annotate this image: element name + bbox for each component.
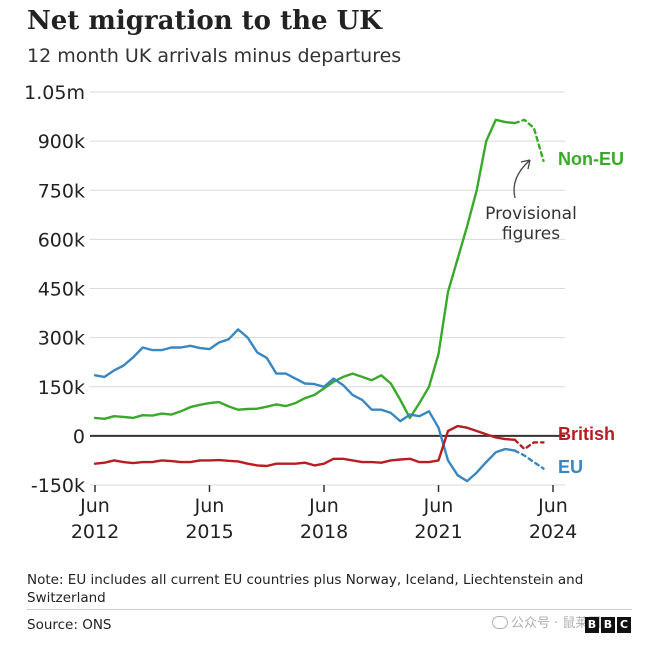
y-tick-label: 450k — [38, 279, 85, 301]
watermark: 公众号 · 鼠莱园 — [492, 612, 601, 631]
x-tick-label-year: 2012 — [71, 521, 119, 543]
x-tick-label-month: Jun — [308, 495, 339, 517]
x-tick-label-year: 2024 — [529, 521, 577, 543]
migration-line-chart: 1.05m900k750k600k450k300k150k0-150kJun20… — [24, 82, 624, 543]
x-tick-label-month: Jun — [79, 495, 110, 517]
series-provisional-non-eu — [513, 118, 545, 162]
annotation-arrow — [513, 159, 531, 199]
series-label-non-eu: Non-EU — [558, 149, 624, 169]
bbc-logo-letter: B — [585, 617, 599, 633]
x-tick-label-month: Jun — [194, 495, 225, 517]
wechat-icon — [492, 616, 508, 629]
footnote: Note: EU includes all current EU countri… — [27, 572, 584, 606]
footer-divider — [27, 609, 632, 610]
x-tick-label-year: 2015 — [185, 521, 233, 543]
series-line-non-eu — [93, 118, 516, 420]
series-label-british: British — [558, 424, 615, 444]
y-tick-label: 150k — [38, 377, 85, 399]
series-provisional-eu — [513, 449, 545, 470]
y-tick-label: 1.05m — [24, 82, 85, 104]
bbc-logo: B B C — [585, 617, 631, 633]
x-tick-label-month: Jun — [537, 495, 568, 517]
source-credit: Source: ONS — [27, 617, 112, 633]
y-tick-label: -150k — [31, 475, 85, 497]
x-tick-label-year: 2018 — [300, 521, 348, 543]
series-label-eu: EU — [558, 457, 583, 477]
series-line-british — [93, 424, 516, 468]
series-provisional-british — [513, 438, 545, 451]
chart-subtitle: 12 month UK arrivals minus departures — [27, 45, 402, 67]
y-tick-label: 750k — [38, 180, 85, 202]
series-line-eu — [93, 328, 516, 483]
chart-title: Net migration to the UK — [27, 6, 382, 36]
x-tick-label-month: Jun — [423, 495, 454, 517]
annotation-text: figures — [502, 224, 560, 244]
x-tick-label-year: 2021 — [414, 521, 462, 543]
bbc-logo-letter: C — [617, 617, 631, 633]
y-tick-label: 600k — [38, 229, 85, 251]
bbc-logo-letter: B — [601, 617, 615, 633]
y-tick-label: 900k — [38, 131, 85, 153]
annotation-arrowhead — [520, 159, 531, 170]
y-tick-label: 0 — [73, 426, 85, 448]
y-tick-label: 300k — [38, 328, 85, 350]
watermark-text: 公众号 · 鼠莱园 — [511, 616, 602, 631]
annotation-text: Provisional — [485, 204, 577, 224]
